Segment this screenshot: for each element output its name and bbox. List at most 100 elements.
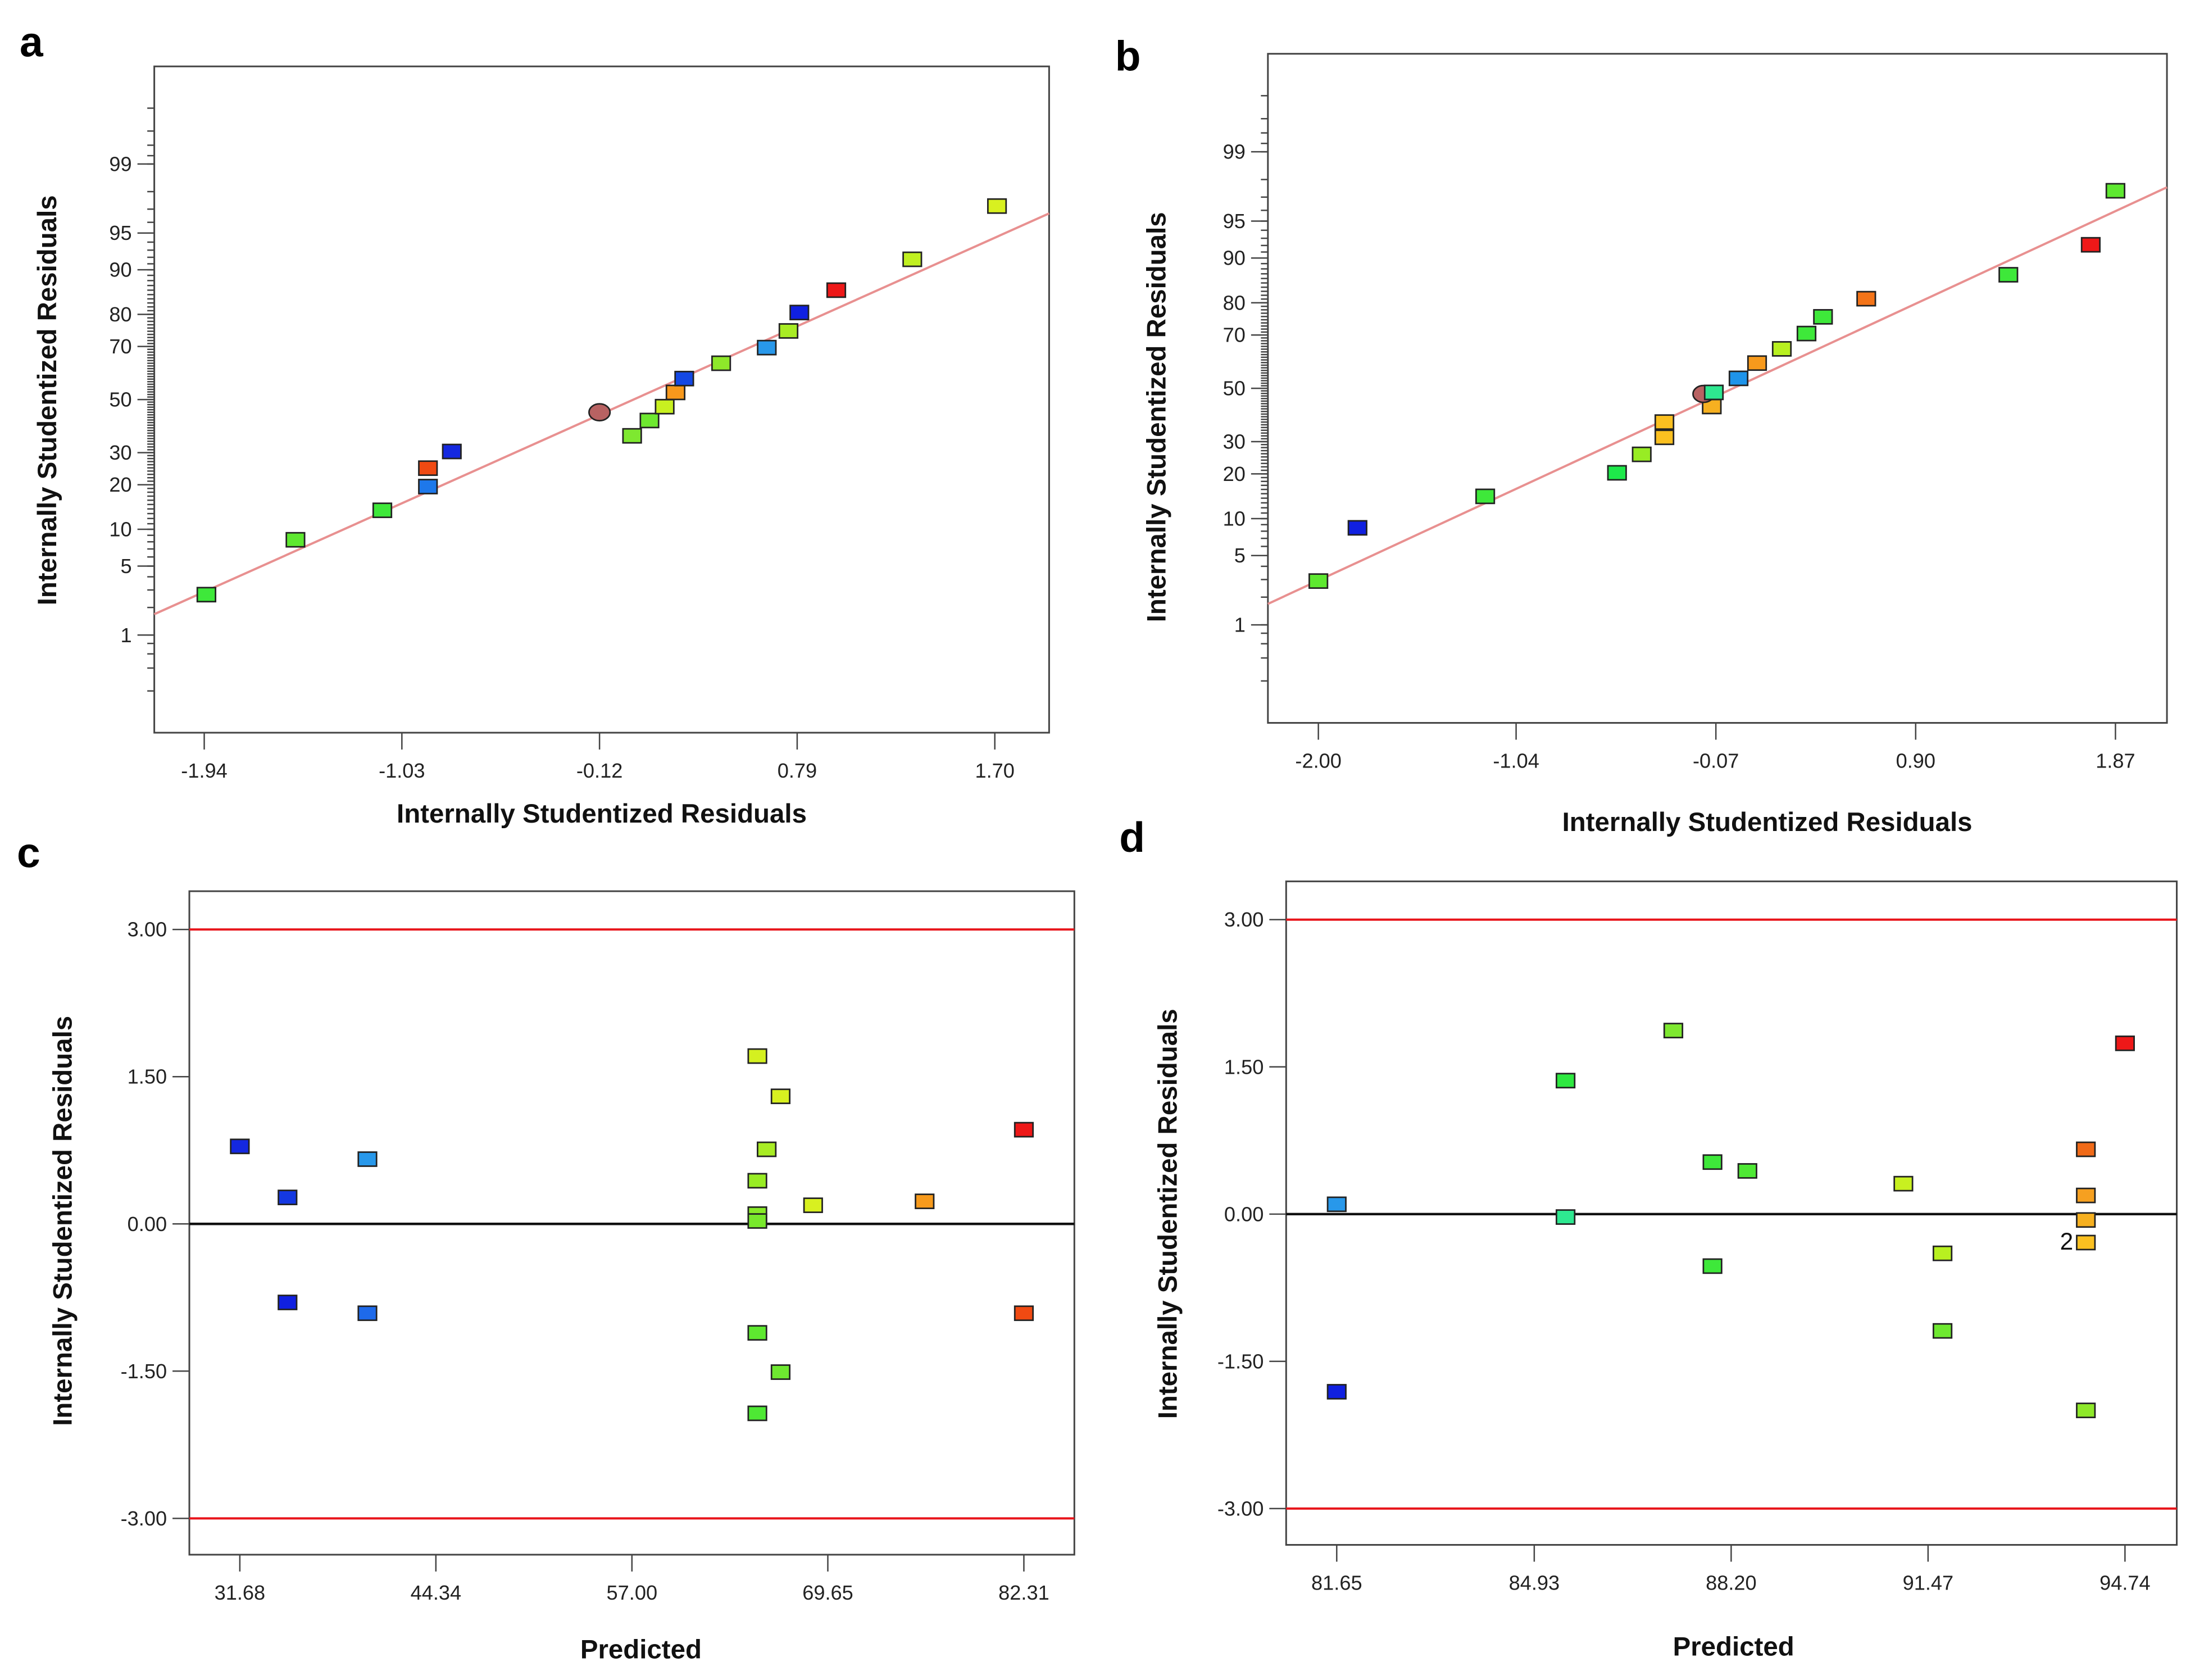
x-tick-label: 88.20 xyxy=(1706,1571,1757,1594)
x-tick-label: -1.03 xyxy=(379,759,425,782)
data-point xyxy=(2076,1402,2096,1419)
x-tick-label: 57.00 xyxy=(607,1581,658,1604)
data-point xyxy=(747,1213,767,1229)
x-axis-title: Internally Studentized Residuals xyxy=(397,799,807,829)
data-point xyxy=(1326,1196,1347,1213)
y-tick-label: 0.00 xyxy=(1224,1202,1264,1225)
y-tick-label: 1 xyxy=(121,624,132,647)
x-tick-label: 94.74 xyxy=(2099,1571,2151,1594)
data-point xyxy=(987,198,1007,214)
data-point xyxy=(1771,341,1792,357)
data-point xyxy=(1728,370,1749,387)
data-point xyxy=(418,479,438,494)
data-point xyxy=(747,1405,767,1422)
y-tick-label: 0.00 xyxy=(128,1213,167,1236)
data-point xyxy=(1556,1209,1576,1225)
data-point xyxy=(757,339,777,356)
data-point xyxy=(2076,1187,2096,1204)
x-tick-label: 82.31 xyxy=(998,1581,1049,1604)
y-tick-label: -3.00 xyxy=(121,1507,167,1530)
data-point xyxy=(747,1325,767,1341)
x-tick-label: 84.93 xyxy=(1509,1571,1560,1594)
point-count-annotation: 2 xyxy=(2060,1228,2074,1255)
data-point xyxy=(1702,1258,1723,1274)
panel-letter: a xyxy=(20,19,44,66)
data-point xyxy=(1813,309,1833,325)
data-point xyxy=(285,532,306,548)
plot-frame xyxy=(153,65,1050,734)
data-point xyxy=(1308,573,1329,589)
data-point xyxy=(1856,290,1876,307)
data-point xyxy=(278,1295,298,1310)
x-tick-label: 31.68 xyxy=(215,1581,266,1604)
data-point xyxy=(902,251,922,267)
data-point xyxy=(655,398,675,415)
x-axis-title: Predicted xyxy=(580,1635,702,1665)
panel-a-normal-plot: a -1.94 -1.03 -0.12 0.79 1.70 1 5 10 20 30 50 70 80 90… xyxy=(20,19,1050,829)
data-point xyxy=(1737,1163,1757,1179)
y-tick-label: 5 xyxy=(121,555,132,578)
data-point xyxy=(1014,1121,1034,1138)
y-tick-label: 95 xyxy=(109,221,131,244)
x-axis-title: Internally Studentized Residuals xyxy=(1562,807,1973,837)
y-tick-label: 50 xyxy=(1223,377,1246,400)
y-tick-label: 5 xyxy=(1234,544,1246,567)
x-axis-title: Predicted xyxy=(1673,1632,1794,1662)
y-axis-title: Internally Studentized Residuals xyxy=(1153,1009,1183,1419)
data-point xyxy=(2115,1036,2135,1051)
x-tick-label: 44.34 xyxy=(411,1581,462,1604)
y-tick-label: 70 xyxy=(1223,324,1246,347)
data-point xyxy=(1796,325,1817,342)
data-point xyxy=(915,1193,935,1209)
y-tick-label: 90 xyxy=(1223,247,1246,270)
data-point xyxy=(711,355,731,371)
y-tick-label: 95 xyxy=(1223,210,1246,233)
data-point xyxy=(1654,414,1675,430)
y-tick-label: -1.50 xyxy=(1217,1350,1264,1373)
x-tick-label: -0.07 xyxy=(1693,749,1739,772)
panel-b-normal-plot: b -2.00 -1.04 -0.07 0.90 1.87 1 5 10 20 30 50 70 80 90… xyxy=(1115,33,2168,837)
y-axis-title: Internally Studentized Residuals xyxy=(48,1016,78,1426)
y-tick-label: 80 xyxy=(1223,291,1246,314)
data-point xyxy=(1663,1023,1684,1039)
y-tick-label: 10 xyxy=(109,518,131,541)
x-tick-label: 91.47 xyxy=(1903,1571,1954,1594)
data-point xyxy=(442,443,462,460)
y-tick-label: -1.50 xyxy=(121,1360,167,1383)
panel-d-residuals-vs-predicted: d 81.65 84.93 88.20 91.47 94.74 -3.00 -1.50 0.00… xyxy=(1119,814,2178,1662)
y-tick-label: 1.50 xyxy=(1224,1055,1264,1078)
data-point xyxy=(1014,1305,1034,1322)
data-point xyxy=(1326,1384,1347,1400)
y-tick-label: 20 xyxy=(1223,462,1246,485)
y-tick-label: 3.00 xyxy=(128,918,167,941)
data-point xyxy=(826,282,847,298)
x-tick-label: 1.70 xyxy=(975,759,1015,782)
data-point xyxy=(1347,520,1367,536)
x-tick-label: 0.79 xyxy=(778,759,817,782)
data-point xyxy=(747,1173,767,1189)
x-tick-label: 81.65 xyxy=(1311,1571,1362,1594)
y-tick-label: 1.50 xyxy=(128,1065,167,1088)
data-point xyxy=(1932,1245,1953,1261)
data-point xyxy=(757,1141,777,1157)
data-point xyxy=(588,403,611,422)
x-tick-label: -2.00 xyxy=(1295,749,1341,772)
data-point xyxy=(1632,446,1652,462)
data-point xyxy=(1893,1175,1914,1192)
data-point xyxy=(770,1364,791,1380)
data-point xyxy=(2076,1141,2096,1157)
y-tick-label: 30 xyxy=(1223,430,1246,453)
data-point xyxy=(674,370,694,387)
panel-c-residuals-vs-predicted: c 31.68 44.34 57.00 69.65 82.31 -3.00 -1.50 0.00… xyxy=(17,829,1075,1665)
data-point xyxy=(622,428,642,444)
data-point xyxy=(1932,1323,1953,1339)
y-axis-title: Internally Studentized Residuals xyxy=(33,195,62,605)
data-point xyxy=(803,1197,823,1213)
data-point xyxy=(2080,237,2101,253)
data-point xyxy=(2076,1212,2096,1228)
data-point xyxy=(230,1138,250,1155)
y-tick-label: 1 xyxy=(1234,614,1246,637)
data-point xyxy=(770,1088,791,1105)
x-tick-label: 69.65 xyxy=(802,1581,853,1604)
